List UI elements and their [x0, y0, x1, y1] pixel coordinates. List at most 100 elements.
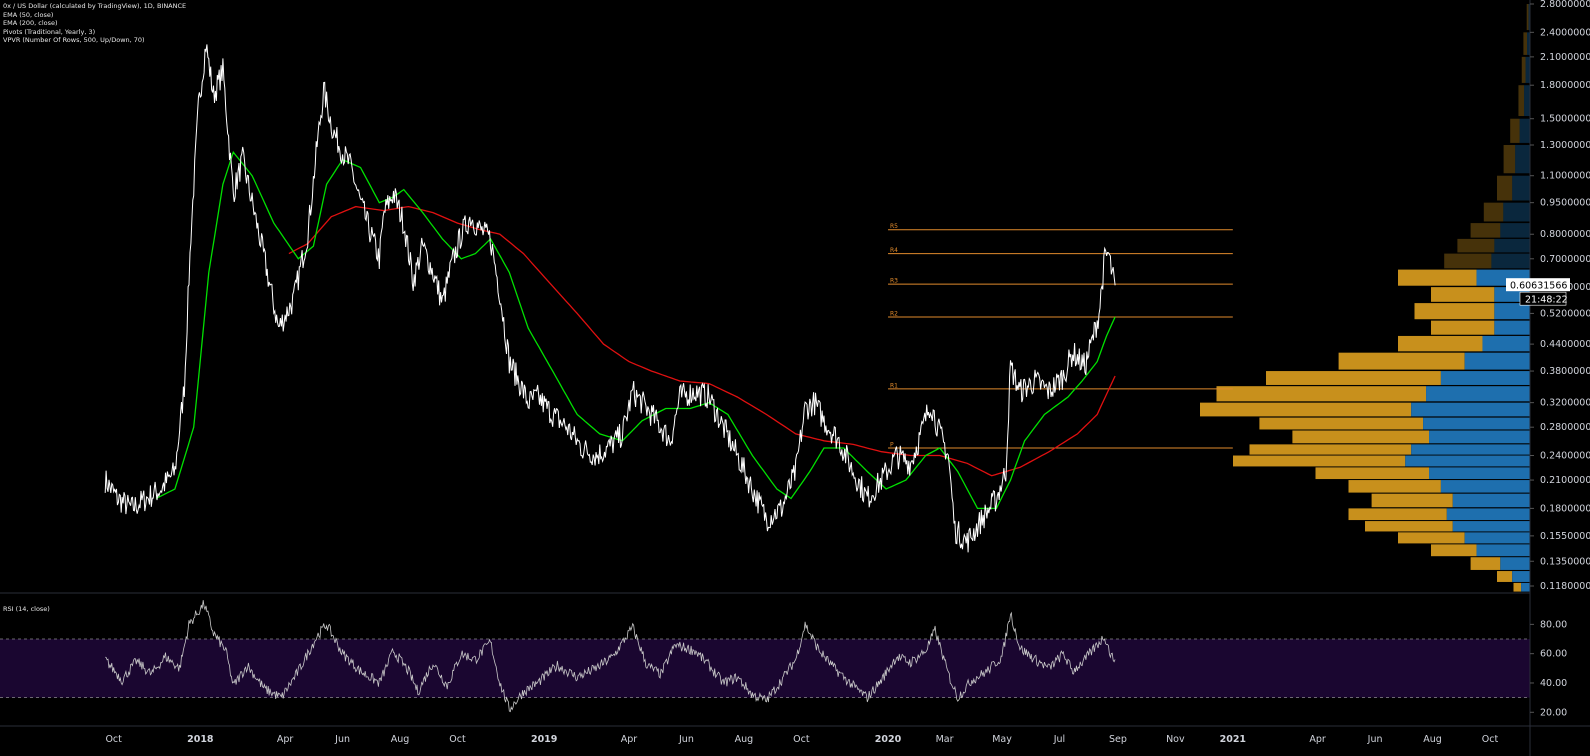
time-tick-label: Aug: [1423, 734, 1442, 745]
vpvr-bar-down: [1398, 532, 1465, 544]
vpvr-bar-down: [1513, 582, 1522, 592]
vpvr-bar-up: [1452, 521, 1530, 532]
vpvr-bar-down: [1523, 32, 1528, 55]
vpvr-bar-up: [1464, 352, 1530, 370]
vpvr-bar-up: [1512, 175, 1530, 201]
vpvr-bar-down: [1249, 444, 1412, 455]
vpvr-bar-down: [1365, 521, 1453, 532]
time-tick-label: Jun: [334, 734, 350, 745]
vpvr-bar-up: [1528, 4, 1530, 31]
time-tick-label: Nov: [1166, 734, 1185, 745]
vpvr-bar-up: [1500, 223, 1530, 238]
countdown-label: 21:48:22: [1525, 295, 1568, 306]
vpvr-bar-down: [1216, 386, 1427, 402]
rsi-tick-label: 80.00: [1540, 619, 1567, 630]
vpvr-bar-down: [1348, 480, 1441, 493]
legend-pivots[interactable]: Pivots (Traditional, Yearly, 3): [3, 27, 96, 36]
vpvr-bar-down: [1414, 303, 1495, 320]
time-tick-label: Jun: [1367, 734, 1383, 745]
vpvr-bar-up: [1464, 532, 1530, 544]
time-tick-label: Oct: [1482, 734, 1499, 745]
rsi-tick-label: 20.00: [1540, 707, 1567, 718]
rsi-line: [105, 600, 1116, 713]
vpvr-bar-down: [1503, 145, 1516, 174]
vpvr-bar-up: [1440, 371, 1530, 385]
time-tick-label: Oct: [105, 734, 122, 745]
vpvr-bar-up: [1426, 386, 1530, 402]
vpvr-bar-down: [1518, 85, 1525, 117]
vpvr-bar-up: [1452, 493, 1530, 508]
pivot-label-r1: R1: [890, 382, 898, 389]
chart-legend: 0x / US Dollar (calculated by TradingVie…: [3, 2, 186, 45]
vpvr-bar-up: [1440, 480, 1530, 493]
rsi-pane: [0, 600, 1530, 713]
legend-symbol[interactable]: 0x / US Dollar (calculated by TradingVie…: [3, 2, 187, 10]
legend-rsi[interactable]: RSI (14, close): [3, 605, 50, 613]
time-tick-label: Aug: [735, 734, 754, 745]
vpvr-bar-down: [1371, 493, 1453, 508]
vpvr-bar-down: [1398, 335, 1483, 352]
time-tick-label: May: [992, 734, 1012, 745]
vpvr-bar-down: [1266, 371, 1441, 385]
countdown-box: [1519, 291, 1567, 306]
time-tick-label: 2021: [1220, 734, 1246, 745]
vpvr-bar-down: [1510, 118, 1520, 143]
pivot-label-r5: R5: [890, 223, 898, 230]
vpvr-bar-down: [1315, 467, 1430, 480]
rsi-tick-label: 60.00: [1540, 649, 1567, 660]
vpvr-bar-up: [1521, 582, 1530, 592]
vpvr-bar-up: [1512, 571, 1530, 582]
vpvr-bar-up: [1491, 253, 1530, 269]
pivot-label-r2: R2: [890, 310, 898, 317]
vpvr-bar-up: [1503, 202, 1530, 222]
time-tick-label: Jun: [678, 734, 694, 745]
time-tick-label: 2018: [187, 734, 214, 745]
current-price-tag: 0.60631566 21:48:22: [1506, 278, 1570, 306]
vpvr-bar-down: [1431, 320, 1495, 335]
rsi-tick-label: 40.00: [1540, 678, 1567, 689]
vpvr-bar-down: [1526, 4, 1529, 31]
time-axis[interactable]: Oct 2018 Apr Jun Aug Oct 2019 Apr Jun Aug Oct 2020 M…: [105, 734, 1498, 745]
time-tick-label: Apr: [277, 734, 294, 745]
price-tick-label: 2.40000000: [1540, 27, 1590, 38]
time-tick-label: Oct: [449, 734, 466, 745]
vpvr-bar-up: [1411, 402, 1530, 417]
vpvr-profile: [1200, 4, 1530, 592]
vpvr-bar-up: [1405, 455, 1530, 467]
time-tick-label: Oct: [793, 734, 810, 745]
price-line: [104, 44, 1116, 553]
legend-ema200[interactable]: EMA (200, close): [3, 19, 58, 28]
vpvr-bar-down: [1338, 352, 1465, 370]
vpvr-bar-up: [1527, 32, 1530, 55]
vpvr-bar-up: [1494, 303, 1530, 320]
ema50-line: [155, 150, 1116, 510]
pivot-lines: R5 R4 R3 R2 R1 P: [888, 223, 1233, 449]
legend-ema50[interactable]: EMA (50, close): [3, 10, 54, 19]
vpvr-bar-down: [1233, 455, 1406, 467]
vpvr-bar-up: [1446, 508, 1530, 521]
rsi-axis[interactable]: 80.00 60.00 40.00 20.00: [1530, 619, 1567, 718]
current-price-label: 0.60631566: [1510, 281, 1567, 292]
legend-vpvr[interactable]: VPVR (Number Of Rows, 500, Up/Down, 70): [3, 36, 145, 45]
vpvr-bar-up: [1519, 118, 1530, 143]
vpvr-bar-down: [1521, 56, 1526, 83]
vpvr-bar-down: [1470, 557, 1501, 570]
vpvr-bar-down: [1259, 417, 1424, 430]
price-tick-label: 1.50000000: [1540, 114, 1590, 125]
price-tick-label: 1.30000000: [1540, 140, 1590, 151]
rsi-band: [0, 639, 1530, 698]
